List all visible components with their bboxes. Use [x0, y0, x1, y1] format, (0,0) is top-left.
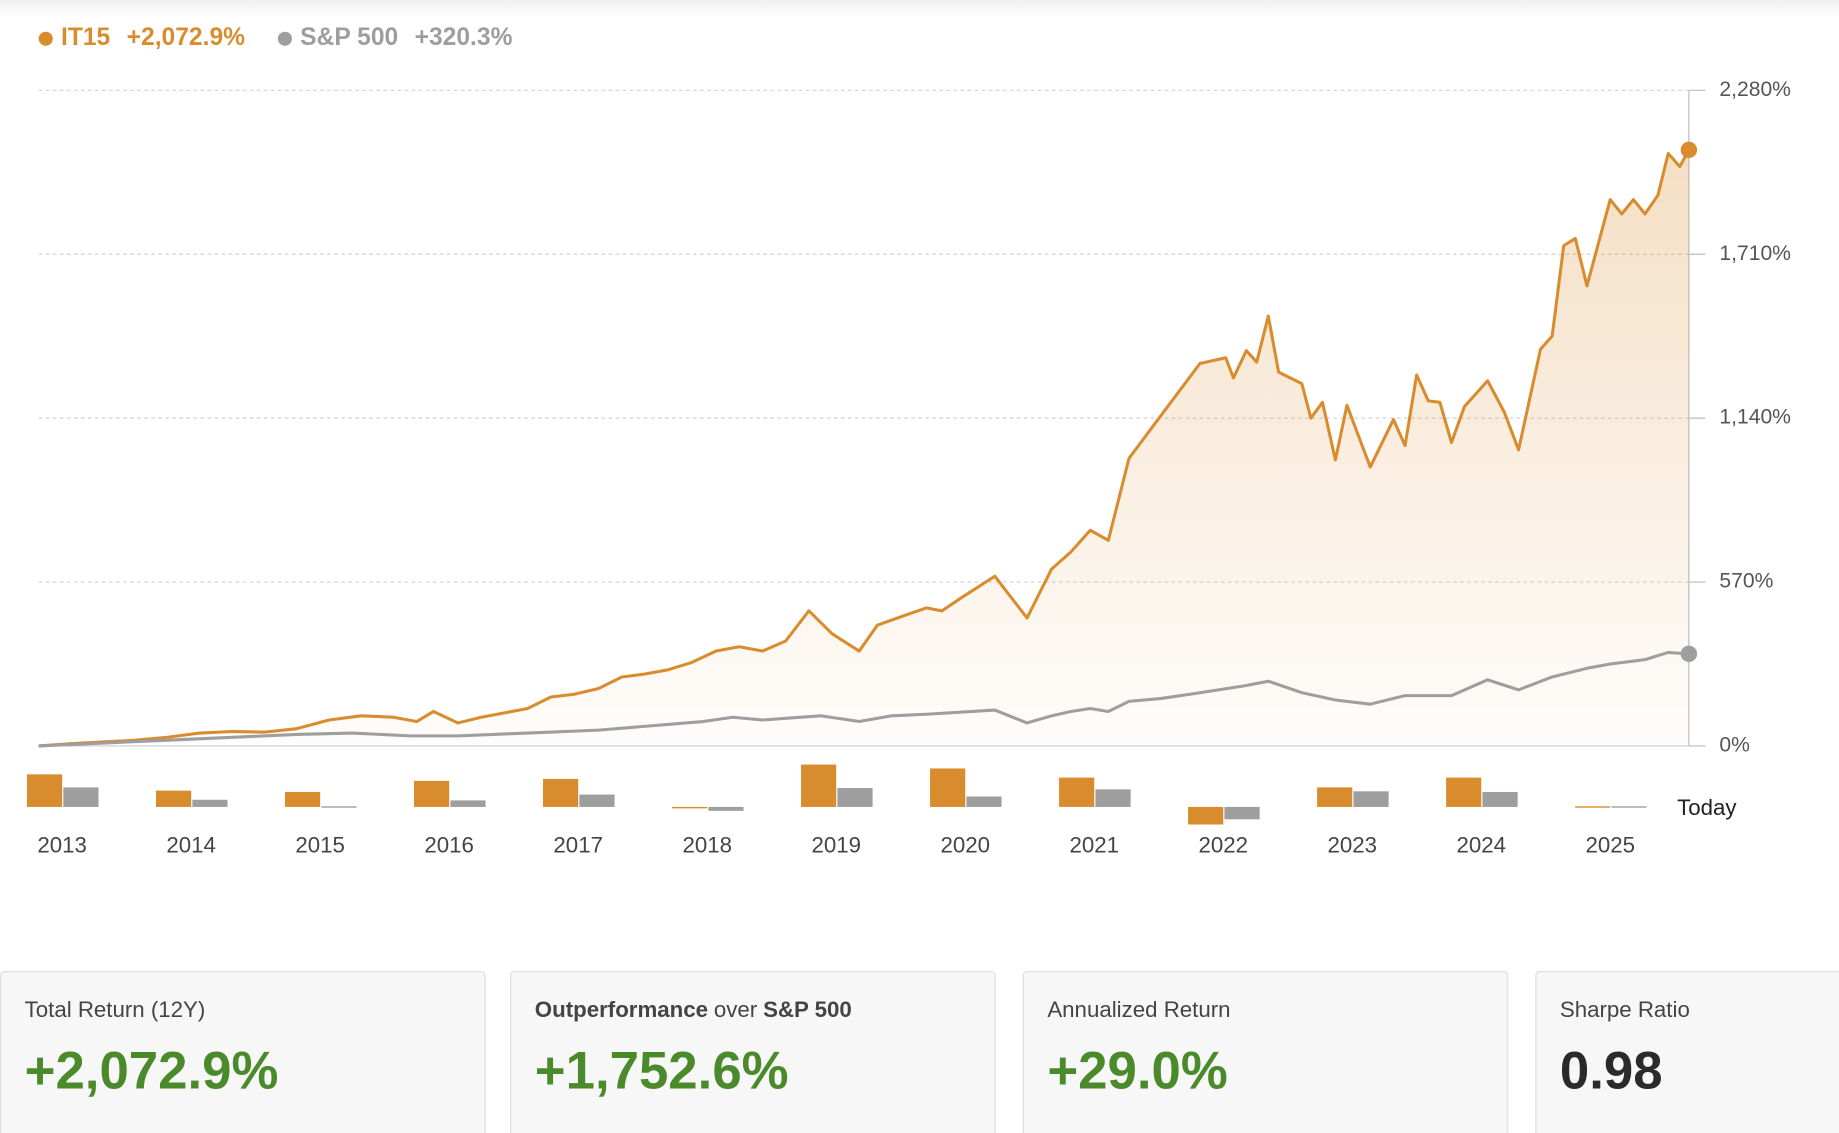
y-tick-label: 0% [1719, 734, 1750, 757]
y-tick-label: 570% [1719, 570, 1773, 593]
legend-dot [277, 31, 292, 46]
bar [837, 788, 873, 807]
x-tick-label: 2025 [1586, 833, 1636, 858]
card [0, 971, 486, 1133]
annotation: Today [1677, 795, 1737, 820]
x-tick-label: 2016 [424, 833, 474, 858]
bar [1317, 787, 1353, 807]
bar [414, 780, 450, 807]
card-label-part: Outperformance [535, 997, 708, 1022]
card-label-part: over [714, 997, 758, 1022]
card-label: Sharpe Ratio [1560, 997, 1690, 1022]
card [1022, 971, 1509, 1133]
card-value: +29.0% [1047, 1041, 1227, 1100]
x-tick-label: 2023 [1328, 833, 1378, 858]
bar [672, 806, 708, 809]
card-label: Annualized Return [1047, 997, 1230, 1022]
bar [321, 806, 357, 808]
card-label: Total Return (12Y) [25, 997, 206, 1022]
bar [26, 774, 63, 807]
legend-name: IT15 [61, 24, 110, 51]
bar [1224, 806, 1260, 820]
y-tick-label: 1,140% [1719, 406, 1791, 429]
x-tick-label: 2017 [553, 833, 603, 858]
x-tick-label: 2019 [811, 833, 861, 858]
bar [708, 806, 744, 811]
bar [450, 800, 486, 807]
bar [1446, 777, 1482, 807]
card [1535, 971, 1839, 1133]
x-tick-label: 2015 [295, 833, 345, 858]
bar [63, 787, 99, 807]
bar [579, 794, 615, 807]
bar [192, 799, 228, 807]
bar [284, 791, 321, 807]
card [510, 971, 996, 1133]
x-tick-label: 2013 [37, 833, 87, 858]
card-label-part: Annualized Return [1047, 997, 1230, 1022]
area [38, 149, 1689, 746]
bar [1575, 806, 1611, 808]
card-label-part: S&P 500 [763, 997, 852, 1022]
bar [1482, 791, 1518, 807]
card-value: +1,752.6% [535, 1041, 789, 1100]
line [38, 149, 1691, 748]
x-tick-label: 2014 [166, 833, 216, 858]
x-tick-label: 2021 [1069, 833, 1119, 858]
line [38, 650, 1689, 748]
bar [966, 796, 1002, 807]
legend-total: +2,072.9% [127, 24, 245, 51]
bar [1095, 789, 1131, 807]
x-tick-label: 2018 [682, 833, 732, 858]
card-label-part: Total Return (12Y) [25, 997, 206, 1022]
bar [155, 790, 192, 807]
bar [930, 768, 966, 807]
bar [1188, 806, 1224, 825]
bar [543, 778, 579, 807]
card-label: Outperformance over S&P 500 [535, 997, 852, 1022]
bar [1353, 791, 1389, 807]
legend-total: +320.3% [415, 24, 513, 51]
card-label-part: Sharpe Ratio [1560, 997, 1690, 1022]
top-shade [0, 0, 1839, 17]
legend-dot [38, 31, 53, 46]
bar [801, 764, 837, 807]
legend-name: S&P 500 [300, 24, 398, 51]
bar [1611, 806, 1647, 808]
x-tick-label: 2020 [940, 833, 990, 858]
end-dot [1680, 141, 1698, 159]
end-dot [1680, 645, 1698, 663]
card-value: +2,072.9% [25, 1041, 279, 1100]
y-tick-label: 1,710% [1719, 242, 1791, 265]
y-tick-label: 2,280% [1719, 78, 1791, 101]
x-tick-label: 2022 [1198, 833, 1248, 858]
card-value: 0.98 [1560, 1041, 1663, 1100]
bar [1059, 777, 1095, 807]
x-tick-label: 2024 [1457, 833, 1507, 858]
